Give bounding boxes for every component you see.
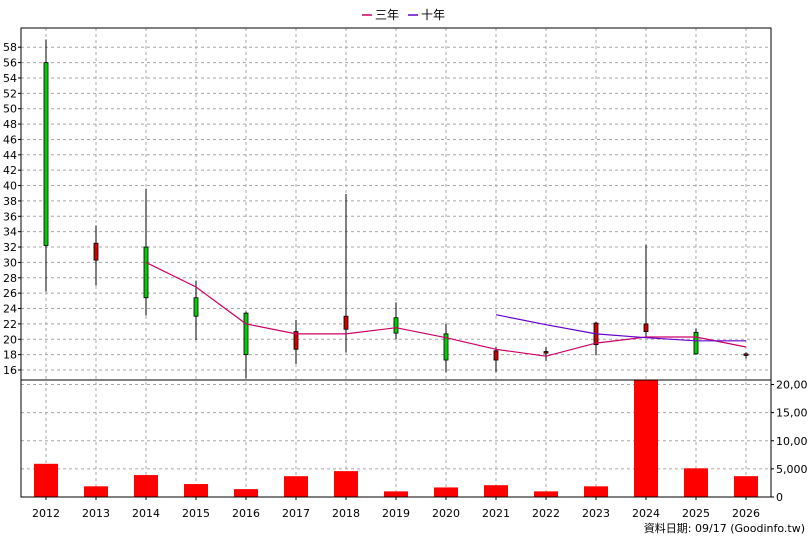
price-tick-label: 50 xyxy=(3,103,17,116)
grid-lines xyxy=(21,28,771,497)
volume-bar xyxy=(234,489,258,497)
x-tick-label: 2023 xyxy=(582,507,610,520)
ma-line xyxy=(495,314,746,342)
volume-bar xyxy=(634,380,658,497)
x-tick-label: 2012 xyxy=(32,507,60,520)
legend: 三年 十年 xyxy=(362,8,445,22)
price-tick-label: 36 xyxy=(3,210,17,223)
price-tick-label: 40 xyxy=(3,180,17,193)
x-tick-label: 2013 xyxy=(82,507,110,520)
price-tick-label: 20 xyxy=(3,333,17,346)
price-tick-label: 38 xyxy=(3,195,17,208)
volume-bar xyxy=(184,484,208,497)
price-tick-label: 30 xyxy=(3,256,17,269)
price-tick-label: 16 xyxy=(3,364,17,377)
candle-body xyxy=(93,242,99,261)
price-tick-label: 42 xyxy=(3,164,17,177)
candle-body xyxy=(493,350,499,361)
volume-bar xyxy=(734,476,758,497)
volume-tick-label: 0 xyxy=(776,491,783,504)
volume-bars xyxy=(34,380,758,497)
price-tick-label: 58 xyxy=(3,41,17,54)
volume-bar xyxy=(384,491,408,497)
data-date-note: 資料日期: 09/17 (Goodinfo.tw) xyxy=(644,521,805,535)
volume-bar xyxy=(534,491,558,497)
moving-average-lines xyxy=(145,261,747,357)
volume-bar xyxy=(684,468,708,497)
price-tick-label: 52 xyxy=(3,87,17,100)
candle-body xyxy=(643,323,649,332)
candle-body xyxy=(543,351,549,354)
x-tick-label: 2015 xyxy=(182,507,210,520)
price-tick-label: 24 xyxy=(3,303,17,316)
x-axis: 2012 2013 2014 2015 2016 2017 2018 2019 2020 2021… xyxy=(32,497,760,520)
price-tick-label: 28 xyxy=(3,272,17,285)
legend-label: 十年 xyxy=(421,8,445,22)
price-tick-label: 26 xyxy=(3,287,17,300)
volume-axis: 0 5,000 10,000 15,000 20,000 xyxy=(771,379,808,504)
x-tick-label: 2024 xyxy=(632,507,660,520)
price-tick-label: 44 xyxy=(3,149,17,162)
x-tick-label: 2016 xyxy=(232,507,260,520)
volume-bar xyxy=(334,471,358,497)
x-tick-label: 2021 xyxy=(482,507,510,520)
volume-bar xyxy=(34,463,58,497)
x-tick-label: 2017 xyxy=(282,507,310,520)
price-tick-label: 22 xyxy=(3,318,17,331)
candle-body xyxy=(43,62,49,246)
volume-tick-label: 15,000 xyxy=(776,407,808,420)
volume-bar xyxy=(484,485,508,497)
volume-bar xyxy=(84,486,108,497)
x-tick-label: 2025 xyxy=(682,507,710,520)
price-axis: 16 18 20 22 24 26 28 30 32 34 36 38 40 42 44 46 48 50 52 54… xyxy=(3,41,21,377)
price-tick-label: 54 xyxy=(3,72,17,85)
legend-label: 三年 xyxy=(375,8,399,22)
volume-tick-label: 5,000 xyxy=(776,463,808,476)
volume-bar xyxy=(284,476,308,497)
volume-tick-label: 10,000 xyxy=(776,435,808,448)
x-tick-label: 2026 xyxy=(732,507,760,520)
volume-tick-label: 20,000 xyxy=(776,379,808,392)
candle-body xyxy=(193,297,199,317)
candlesticks xyxy=(43,39,749,379)
candle-body xyxy=(393,317,399,334)
price-tick-label: 34 xyxy=(3,226,17,239)
candle-body xyxy=(293,331,299,350)
candle-body xyxy=(443,333,449,361)
x-tick-label: 2018 xyxy=(332,507,360,520)
x-tick-label: 2014 xyxy=(132,507,160,520)
volume-bar xyxy=(434,487,458,497)
price-tick-label: 32 xyxy=(3,241,17,254)
x-tick-label: 2022 xyxy=(532,507,560,520)
candle-body xyxy=(143,246,149,299)
price-tick-label: 56 xyxy=(3,57,17,70)
volume-bar xyxy=(134,475,158,497)
volume-bar xyxy=(584,486,608,497)
candle-body xyxy=(693,331,699,355)
candle-body xyxy=(343,315,349,330)
candle-body xyxy=(243,312,249,356)
price-tick-label: 48 xyxy=(3,118,17,131)
candle-body xyxy=(743,353,749,356)
price-tick-label: 46 xyxy=(3,133,17,146)
ma-line xyxy=(145,261,747,357)
x-tick-label: 2019 xyxy=(382,507,410,520)
x-tick-label: 2020 xyxy=(432,507,460,520)
price-tick-label: 18 xyxy=(3,349,17,362)
